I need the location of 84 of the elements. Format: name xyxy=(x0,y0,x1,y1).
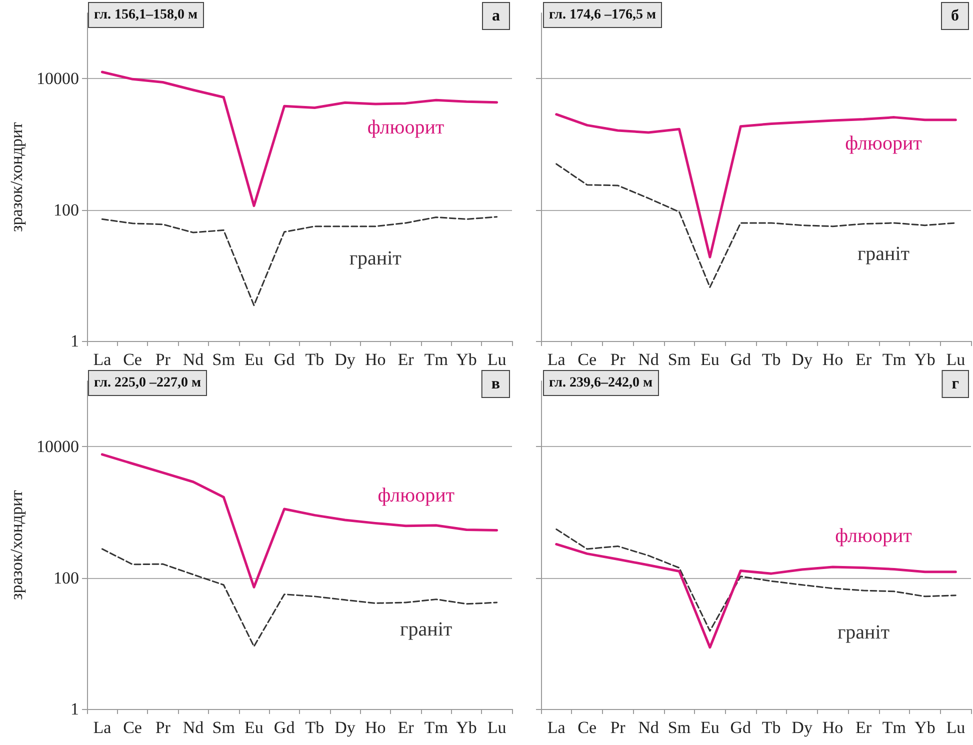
x-tick-label: Nd xyxy=(638,718,660,737)
chart-title: гл. 239,6–242,0 м xyxy=(549,376,653,390)
x-tick-label: Tm xyxy=(882,350,906,369)
x-tick-label: Ho xyxy=(822,350,844,369)
x-tick-label: Ho xyxy=(365,350,386,369)
series-label: граніт xyxy=(857,242,910,265)
x-tick-label: Sm xyxy=(212,350,235,369)
x-tick-label: Er xyxy=(398,718,414,737)
x-tick-label: Yb xyxy=(914,350,936,369)
x-tick-label: Nd xyxy=(182,718,204,737)
x-tick-label: Yb xyxy=(914,718,936,737)
annotation: а xyxy=(492,8,500,24)
x-tick-label: Eu xyxy=(244,350,264,369)
annotation: г xyxy=(952,376,959,392)
x-tick-label: Lu xyxy=(487,350,507,369)
x-tick-label: La xyxy=(93,718,112,737)
x-tick-label: Gd xyxy=(730,350,752,369)
x-tick-label: Er xyxy=(855,718,872,737)
x-tick-label: Tb xyxy=(762,718,781,737)
line-series xyxy=(100,70,498,208)
x-tick-label: Dy xyxy=(334,718,356,737)
x-tick-label: Dy xyxy=(334,350,356,369)
y-tick-label: 1 xyxy=(70,700,79,718)
x-tick-label: Eu xyxy=(700,350,720,369)
x-tick-label: La xyxy=(547,718,566,737)
x-tick-label: Tb xyxy=(305,718,324,737)
x-tick-label: Pr xyxy=(155,718,171,737)
x-tick-label: Yb xyxy=(456,718,477,737)
x-tick-label: Gd xyxy=(730,718,752,737)
series-label: флюорит xyxy=(378,484,455,506)
x-tick-label: Pr xyxy=(610,718,626,737)
series-label: флюорит xyxy=(367,116,444,138)
x-tick-label: Tm xyxy=(424,718,448,737)
x-tick-label: Tm xyxy=(882,718,906,737)
x-tick-label: La xyxy=(547,350,566,369)
series-label: флюорит xyxy=(835,524,912,547)
x-tick-label: Nd xyxy=(182,350,204,369)
y-tick-label: 100 xyxy=(54,568,79,588)
x-tick-label: Gd xyxy=(274,350,296,369)
x-tick-label: Ce xyxy=(578,350,597,369)
y-tick-label: 100 xyxy=(54,200,79,220)
y-axis-title: зразок/хондрит xyxy=(7,489,26,600)
line-series xyxy=(100,453,498,588)
x-tick-label: Ce xyxy=(123,350,142,369)
series-label: граніт xyxy=(400,618,452,640)
x-tick-label: Sm xyxy=(212,718,235,737)
x-tick-label: Er xyxy=(855,350,872,369)
x-tick-label: Tm xyxy=(424,350,448,369)
y-tick-label: 10000 xyxy=(36,437,79,456)
x-tick-label: Tb xyxy=(305,350,324,369)
x-tick-label: Eu xyxy=(244,718,264,737)
line-series xyxy=(101,548,498,648)
x-tick-label: La xyxy=(93,350,112,369)
x-tick-label: Eu xyxy=(700,718,720,737)
x-tick-label: Nd xyxy=(638,350,660,369)
y-axis-title: зразок/хондрит xyxy=(7,121,26,232)
line-series xyxy=(101,216,498,306)
x-tick-label: Pr xyxy=(155,350,171,369)
chart-title: гл. 156,1–158,0 м xyxy=(94,8,198,22)
x-tick-label: Lu xyxy=(946,350,966,369)
x-tick-label: Lu xyxy=(946,718,966,737)
series-label: граніт xyxy=(837,622,890,644)
chart-title: гл. 225,0 –227,0 м xyxy=(94,376,202,390)
annotation: б xyxy=(951,8,959,24)
x-tick-label: Ho xyxy=(822,718,844,737)
x-tick-label: Pr xyxy=(610,350,626,369)
x-tick-label: Er xyxy=(398,350,414,369)
x-tick-label: Ce xyxy=(123,718,142,737)
series-label: граніт xyxy=(349,247,402,270)
x-tick-label: Ce xyxy=(578,718,597,737)
x-tick-label: Yb xyxy=(456,350,477,369)
series-label: флюорит xyxy=(845,132,922,154)
x-tick-label: Lu xyxy=(487,718,507,737)
y-tick-label: 10000 xyxy=(36,69,79,88)
annotation: в xyxy=(491,376,500,392)
chart-title: гл. 174,6 –176,5 м xyxy=(549,8,656,22)
y-tick-label: 1 xyxy=(70,332,79,350)
x-tick-label: Sm xyxy=(668,718,691,737)
x-tick-label: Tb xyxy=(762,350,781,369)
x-tick-label: Sm xyxy=(668,350,691,369)
x-tick-label: Dy xyxy=(792,350,813,369)
x-tick-label: Ho xyxy=(365,718,386,737)
x-tick-label: Dy xyxy=(792,718,813,737)
x-tick-label: Gd xyxy=(274,718,296,737)
